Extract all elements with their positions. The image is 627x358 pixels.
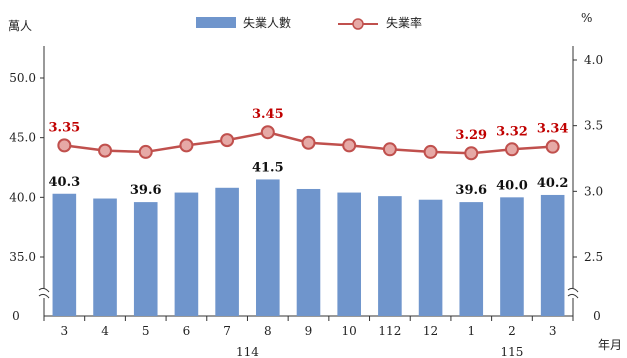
bar-data-label: 39.6 <box>455 183 487 198</box>
rate-point <box>262 126 274 138</box>
legend-bar-label: 失業人數 <box>243 15 291 30</box>
rate-data-label: 3.34 <box>537 122 569 137</box>
legend-bar-swatch <box>196 17 236 28</box>
bar <box>500 197 524 316</box>
rate-data-label: 3.32 <box>496 124 528 139</box>
bar <box>541 195 565 316</box>
bar <box>337 193 361 316</box>
rate-point <box>180 139 192 151</box>
x-axis-tick-label: 12 <box>423 324 438 338</box>
rate-data-label: 3.35 <box>49 120 81 135</box>
bar <box>378 196 402 316</box>
x-axis-tick-label: 3 <box>61 324 69 338</box>
x-axis-tick-label: 4 <box>101 324 109 338</box>
rate-point <box>140 146 152 158</box>
left-axis-tick-label: 35.0 <box>9 250 36 264</box>
bar <box>256 179 280 316</box>
bar <box>215 188 239 316</box>
year-group-label: 114 <box>236 345 259 358</box>
bar-data-label: 39.6 <box>130 183 162 198</box>
bar <box>53 194 77 316</box>
rate-point <box>303 137 315 149</box>
rate-point <box>465 147 477 159</box>
bar <box>134 202 158 316</box>
bar-data-label: 40.2 <box>537 176 569 191</box>
right-axis-tick-label: 2.5 <box>584 250 603 264</box>
left-axis-break <box>39 288 49 298</box>
bar-data-label: 40.0 <box>496 178 528 193</box>
x-axis-tick-label: 2 <box>508 324 516 338</box>
bar-data-label: 41.5 <box>252 160 284 175</box>
bar <box>93 199 117 316</box>
rate-data-label: 3.45 <box>252 107 284 122</box>
rate-point <box>506 143 518 155</box>
right-axis-tick-label: 4.0 <box>584 53 603 67</box>
rate-point <box>221 134 233 146</box>
rate-point <box>547 141 559 153</box>
right-axis-tick-label: 3.0 <box>584 184 603 198</box>
bar-series <box>53 179 565 316</box>
data-labels: 40.3 39.6 41.5 39.6 40.0 40.2 3.35 3.45 3.29 3.32… <box>49 107 569 198</box>
rate-point <box>99 145 111 157</box>
x-axis-tick-label: 5 <box>142 324 150 338</box>
x-axis-tick-label: 8 <box>264 324 272 338</box>
bar <box>419 200 443 316</box>
x-axis-tick-label: 112 <box>378 324 401 338</box>
bar <box>459 202 483 316</box>
rate-data-label: 3.29 <box>455 128 487 143</box>
left-axis-tick-label: 50.0 <box>9 71 36 85</box>
bar <box>297 189 321 316</box>
x-axis-tick-label: 3 <box>549 324 557 338</box>
bar-data-label: 40.3 <box>49 175 81 190</box>
rate-point <box>343 139 355 151</box>
bar <box>175 193 199 316</box>
right-axis-tick-label: 0 <box>593 309 601 323</box>
left-axis-tick-label: 0 <box>12 309 20 323</box>
legend: 失業人數 失業率 <box>196 15 422 30</box>
x-axis-tick-label: 7 <box>223 324 231 338</box>
right-axis-break <box>568 288 578 298</box>
legend-line-label: 失業率 <box>386 15 422 30</box>
left-axis-tick-label: 40.0 <box>9 190 36 204</box>
x-axis-tick-label: 1 <box>467 324 475 338</box>
right-axis-tick-label: 3.5 <box>584 119 603 133</box>
left-axis-unit: 萬人 <box>8 19 32 33</box>
rate-point <box>384 143 396 155</box>
x-axis-tick-label: 6 <box>183 324 191 338</box>
x-axis-unit: 年月 <box>598 338 622 352</box>
year-group-label: 115 <box>501 345 524 358</box>
right-axis-unit: % <box>581 11 592 25</box>
rate-point <box>58 139 70 151</box>
x-axis-tick-label: 10 <box>342 324 357 338</box>
legend-line-marker <box>353 19 363 29</box>
left-axis-tick-label: 45.0 <box>9 131 36 145</box>
rate-point <box>425 146 437 158</box>
x-axis-tick-label: 9 <box>305 324 313 338</box>
